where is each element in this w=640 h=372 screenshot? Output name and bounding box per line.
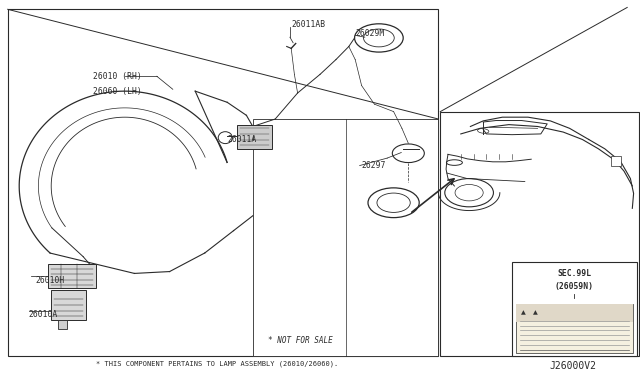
Bar [8,9,438,356]
Bar [58,320,67,329]
Text: * THIS COMPONENT PERTAINS TO LAMP ASSEMBLY (26010/26060).: * THIS COMPONENT PERTAINS TO LAMP ASSEMB… [97,360,339,367]
Text: J26000V2: J26000V2 [549,362,596,371]
Text: (26059N): (26059N) [555,282,594,291]
Text: 26010A: 26010A [29,310,58,319]
Text: * NOT FOR SALE: * NOT FOR SALE [268,336,333,345]
Text: 26010 (RH): 26010 (RH) [93,72,141,81]
Text: ▲: ▲ [521,311,526,316]
Bar [51,290,86,320]
Bar [611,156,621,166]
Bar [440,112,639,356]
Text: 26010H: 26010H [35,276,65,285]
Text: SEC.99L: SEC.99L [557,269,591,278]
Text: 26011AB: 26011AB [291,20,325,29]
Bar [512,262,637,356]
Text: 26011A: 26011A [227,135,257,144]
Text: 26297: 26297 [362,161,386,170]
Text: 26060 (LH): 26060 (LH) [93,87,141,96]
Bar [516,304,633,353]
Bar [48,264,96,288]
FancyBboxPatch shape [237,125,272,149]
Bar [253,119,438,356]
Text: ▲: ▲ [532,311,538,316]
Text: 26029M: 26029M [355,29,385,38]
Bar [516,304,633,322]
